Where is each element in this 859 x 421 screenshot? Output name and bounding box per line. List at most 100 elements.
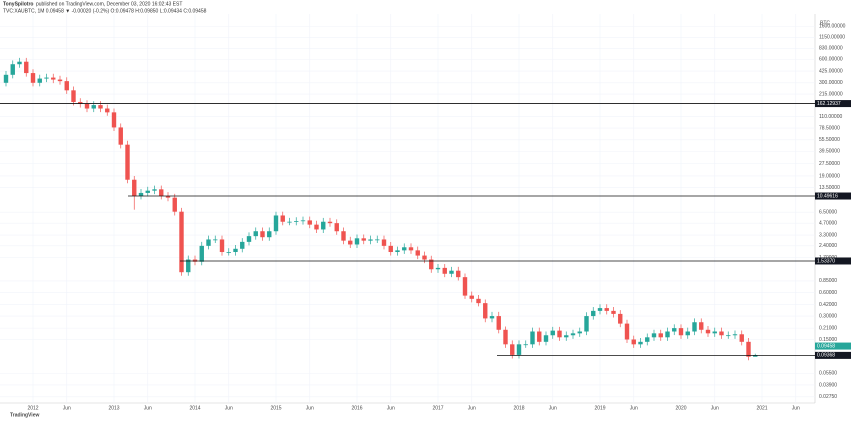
x-tick-label: 2016 (351, 405, 362, 411)
candle-body (678, 328, 684, 336)
level-tag (815, 192, 851, 200)
candle-body (597, 308, 603, 311)
candle-body (564, 335, 569, 338)
candle-body (415, 250, 420, 256)
candle-body (584, 316, 589, 332)
x-tick-label: 2013 (108, 405, 119, 411)
candle-body (17, 61, 22, 65)
y-tick-label: 4.70000 (819, 220, 837, 226)
candle-body (138, 192, 144, 197)
candle-body (226, 252, 231, 253)
candle-body (287, 221, 292, 223)
y-tick-label: 600.00000 (819, 57, 843, 63)
y-tick-label: 0.05500 (819, 371, 837, 377)
candle-body (71, 90, 76, 102)
candle-body (105, 108, 110, 113)
candle-body (57, 79, 63, 82)
candle-body (638, 341, 643, 345)
candle-body (381, 239, 387, 246)
level-label: 0.09368 (817, 353, 835, 359)
y-tick-label: 0.85000 (819, 278, 837, 284)
x-tick-label: 2020 (675, 405, 686, 411)
y-tick-label: 110.00000 (819, 114, 842, 120)
candle-body (294, 221, 299, 222)
candle-body (557, 330, 562, 338)
candle-body (64, 81, 69, 91)
candle-body (361, 238, 366, 241)
candle-body (658, 333, 663, 338)
x-tick-label: Jun (225, 405, 233, 411)
candle-body (199, 245, 204, 262)
last-price-label: 0.09458 (817, 343, 835, 349)
x-tick-label: Jun (144, 405, 152, 411)
level-tag (815, 351, 851, 359)
candle-body (496, 316, 501, 330)
candle-body (91, 105, 96, 109)
y-tick-label: 78.50000 (819, 125, 840, 131)
candle-body (429, 259, 434, 270)
candle-body (240, 241, 245, 249)
candle-body (273, 215, 279, 232)
candle-body (375, 239, 380, 241)
candle-body (732, 334, 738, 336)
candle-body (98, 105, 103, 109)
candle-body (570, 333, 576, 336)
y-tick-label: 0.30000 (819, 313, 837, 319)
x-tick-label: Jun (549, 405, 557, 411)
y-tick-label: 55.50000 (819, 137, 840, 143)
y-tick-label: 1600.00000 (819, 24, 846, 30)
candle-body (233, 248, 238, 253)
candle-body (577, 331, 582, 334)
candle-body (10, 64, 15, 75)
level-label: 1.53370 (817, 258, 835, 264)
candle-body (24, 61, 29, 74)
y-tick-label: 6.50000 (819, 210, 837, 216)
candle-body (442, 267, 447, 274)
candle-body (179, 211, 184, 273)
candle-body (341, 231, 346, 241)
y-tick-label: 1150.00000 (819, 35, 845, 41)
candle-body (280, 215, 285, 222)
candle-body (753, 355, 758, 357)
candle-body (739, 334, 744, 342)
y-tick-label: 0.21000 (819, 325, 837, 331)
level-tag (815, 100, 851, 108)
candle-body (618, 313, 623, 324)
x-tick-label: 2018 (513, 405, 524, 411)
published: published on TradingView.com, December 0… (36, 1, 182, 7)
y-tick-label: 425.00000 (819, 68, 843, 74)
candle-body (51, 77, 56, 80)
candle-body (206, 239, 211, 246)
x-tick-label: Jun (630, 405, 638, 411)
candle-body (746, 341, 751, 357)
author: TonySpilotro (3, 1, 33, 7)
y-tick-label: 27.50000 (819, 161, 840, 167)
currency: BTC (820, 20, 830, 26)
candle-body (3, 74, 9, 83)
candle-body (705, 329, 711, 334)
candle-body (516, 344, 522, 355)
y-tick-label: 0.42000 (819, 302, 837, 308)
candle-body (132, 179, 137, 197)
candle-body (712, 331, 717, 334)
x-tick-label: 2012 (27, 405, 38, 411)
y-tick-label: 0.03900 (819, 382, 837, 388)
x-tick-label: Jun (306, 405, 314, 411)
candle-body (334, 223, 339, 232)
candle-body (402, 247, 407, 251)
candle-body (327, 221, 333, 224)
level-label: 10.49616 (817, 193, 838, 199)
x-tick-label: Jun (63, 405, 71, 411)
candle-body (449, 270, 454, 274)
candle-body (422, 255, 427, 260)
x-tick-label: 2019 (594, 405, 605, 411)
y-tick-label: 39.50000 (819, 149, 840, 155)
candle-body (719, 331, 724, 336)
y-tick-label: 215.00000 (819, 91, 843, 97)
y-tick-label: 300.00000 (819, 80, 843, 86)
x-tick-label: Jun (711, 405, 719, 411)
candle-body (267, 231, 272, 238)
candle-body (44, 77, 49, 79)
candle-body (348, 240, 353, 245)
